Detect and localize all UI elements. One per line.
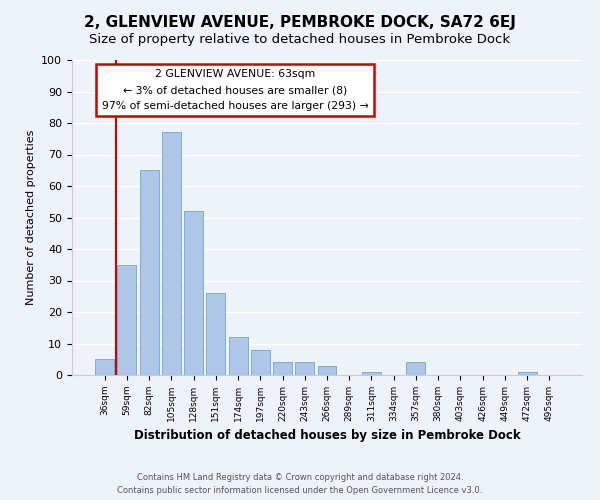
X-axis label: Distribution of detached houses by size in Pembroke Dock: Distribution of detached houses by size … <box>134 430 520 442</box>
Bar <box>184 211 203 375</box>
Bar <box>229 337 248 375</box>
Y-axis label: Number of detached properties: Number of detached properties <box>26 130 36 305</box>
Bar <box>251 350 270 375</box>
Bar <box>162 132 181 375</box>
Bar <box>317 366 337 375</box>
Bar <box>406 362 425 375</box>
Bar <box>118 265 136 375</box>
Bar <box>518 372 536 375</box>
Text: 2 GLENVIEW AVENUE: 63sqm
← 3% of detached houses are smaller (8)
97% of semi-det: 2 GLENVIEW AVENUE: 63sqm ← 3% of detache… <box>102 70 368 110</box>
Bar <box>273 362 292 375</box>
Text: Size of property relative to detached houses in Pembroke Dock: Size of property relative to detached ho… <box>89 32 511 46</box>
Bar <box>140 170 158 375</box>
Text: Contains HM Land Registry data © Crown copyright and database right 2024.
Contai: Contains HM Land Registry data © Crown c… <box>118 474 482 495</box>
Bar <box>206 293 225 375</box>
Bar <box>95 359 114 375</box>
Bar <box>362 372 381 375</box>
Text: 2, GLENVIEW AVENUE, PEMBROKE DOCK, SA72 6EJ: 2, GLENVIEW AVENUE, PEMBROKE DOCK, SA72 … <box>84 15 516 30</box>
Bar <box>295 362 314 375</box>
